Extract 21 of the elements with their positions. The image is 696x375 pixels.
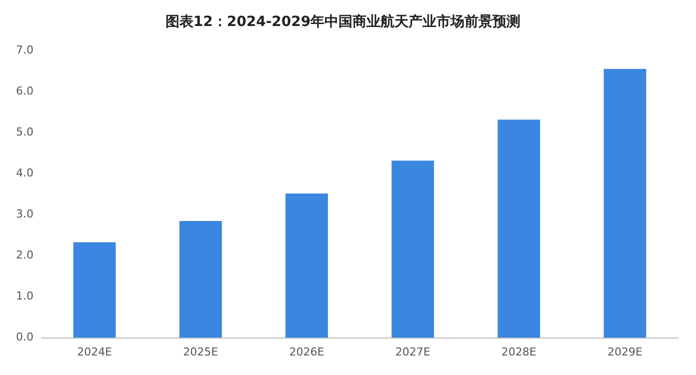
- bar: [179, 220, 222, 338]
- x-tick-label: 2025E: [183, 345, 218, 358]
- y-tick-label: 1.0: [16, 290, 34, 303]
- y-tick-label: 0.0: [16, 330, 34, 344]
- y-tick-label: 2.0: [16, 248, 34, 262]
- y-tick-label: 4.0: [16, 166, 34, 180]
- bar: [604, 68, 646, 338]
- bar: [73, 242, 116, 338]
- chart-title: 图表12：2024-2029年中国商业航天产业市场前景预测: [165, 13, 521, 30]
- x-tick-label: 2029E: [607, 345, 642, 358]
- bar: [285, 193, 328, 338]
- bar: [392, 160, 434, 338]
- x-tick-label: 2024E: [77, 345, 112, 358]
- x-tick-label: 2026E: [289, 345, 324, 358]
- bar: [498, 120, 540, 338]
- y-tick-label: 6.0: [16, 84, 34, 98]
- y-tick-label: 3.0: [16, 208, 34, 221]
- y-tick-label: 7.0: [16, 44, 34, 57]
- x-tick-label: 2027E: [395, 345, 430, 358]
- y-tick-label: 5.0: [16, 126, 34, 139]
- x-tick-label: 2028E: [501, 345, 536, 358]
